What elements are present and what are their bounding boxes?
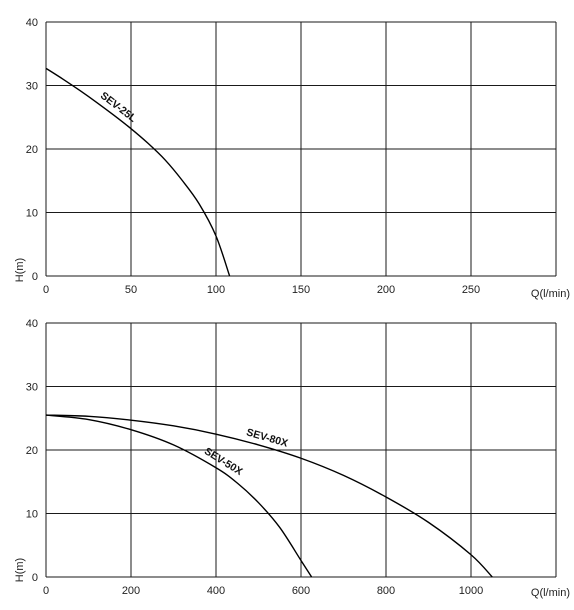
x-tick-label: 600: [292, 585, 310, 597]
x-tick-label: 250: [462, 284, 480, 296]
y-axis-label: H(m): [14, 558, 26, 582]
x-tick-label: 150: [292, 284, 310, 296]
y-tick-label: 0: [32, 572, 38, 584]
x-tick-label: 1000: [459, 585, 483, 597]
y-tick-label: 30: [26, 382, 38, 394]
x-tick-label: 0: [43, 284, 49, 296]
y-tick-label: 30: [26, 81, 38, 93]
y-tick-label: 10: [26, 208, 38, 220]
x-tick-label: 0: [43, 585, 49, 597]
series-line-sev-80x: [45, 414, 493, 578]
y-tick-label: 20: [26, 144, 38, 156]
x-tick-label: 200: [377, 284, 395, 296]
y-axis-label: H(m): [14, 258, 26, 282]
x-tick-label: 50: [125, 284, 137, 296]
x-tick-label: 100: [207, 284, 225, 296]
series-line-sev-25l: [45, 67, 231, 277]
y-tick-label: 20: [26, 445, 38, 457]
y-tick-label: 40: [26, 318, 38, 330]
series-label-sev-80x: SEV-80X: [245, 426, 289, 449]
x-axis-label: Q(l/min): [531, 587, 570, 599]
x-tick-label: 800: [377, 585, 395, 597]
y-tick-label: 10: [26, 509, 38, 521]
y-tick-label: 0: [32, 271, 38, 283]
x-axis-label: Q(l/min): [531, 288, 570, 300]
series-line-sev-50x: [45, 414, 313, 578]
y-tick-label: 40: [26, 17, 38, 29]
x-tick-label: 400: [207, 585, 225, 597]
x-tick-label: 200: [122, 585, 140, 597]
